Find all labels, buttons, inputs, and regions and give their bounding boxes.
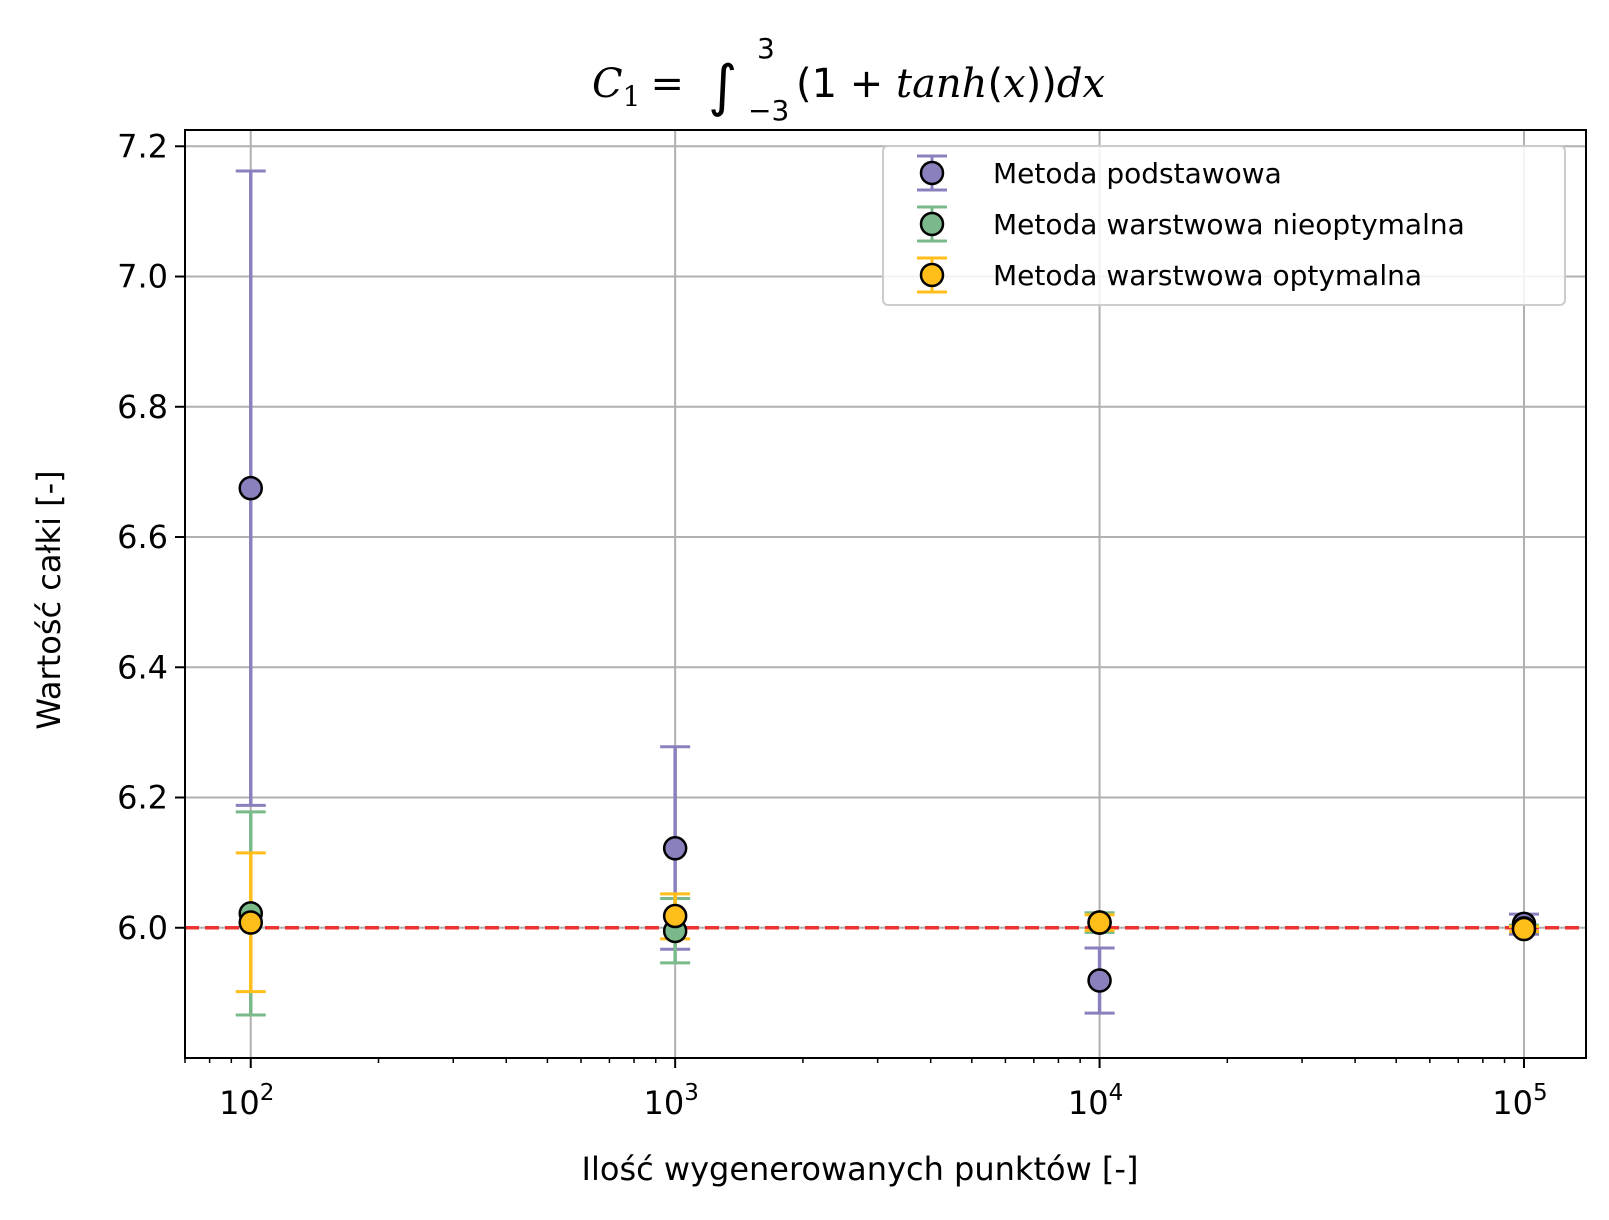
x-axis-label: Ilość wygenerowanych punktów [-] [582,1150,1139,1188]
legend-entry: Metoda warstwowa nieoptymalna [917,205,1465,243]
legend-marker [919,160,945,186]
title-body-func: tanh [896,61,987,107]
title-body-arg: x [1003,61,1026,107]
y-tick-label: 6.6 [117,518,168,556]
title-lhs-var: C [592,61,623,107]
data-point [1087,968,1112,993]
x-tick-label: 102 [219,1080,274,1122]
legend-entries: Metoda podstawowa Metoda warstwowa nieopt… [917,154,1465,294]
x-tick-label: 104 [1068,1080,1123,1122]
x-tick-label: 105 [1492,1080,1547,1122]
legend-marker [919,262,945,288]
title-upper-limit: 3 [757,32,775,65]
title-eq: = [650,61,684,107]
svg-text:(1 + tanh(x))dx: (1 + tanh(x))dx [796,61,1105,107]
legend-frame [882,145,1566,306]
data-point [1511,916,1537,942]
legend: Metoda podstawowa Metoda warstwowa nieopt… [882,145,1566,306]
legend-marker [919,211,945,237]
legend-entry: Metoda warstwowa optymalna [917,256,1422,294]
series-3-markers [238,903,1537,942]
y-tick-label: 7.2 [117,127,168,165]
title-body-d: dx [1057,61,1105,107]
data-point [238,910,263,935]
legend-label: Metoda warstwowa optymalna [993,259,1422,292]
title-body-pre: (1 + [796,61,896,107]
y-axis-label: Wartość całki [-] [30,470,68,729]
y-tick-labels: 6.0 6.2 6.4 6.6 6.8 7.0 7.2 [117,127,168,946]
chart-title: C1 = ∫ 3 −3 (1 + tanh(x))dx [592,32,1105,127]
title-arg-open: ( [987,61,1003,107]
svg-text:C1=: C1 = [592,61,684,113]
y-tick-label: 7.0 [117,258,168,296]
x-tick-labels: 102 103 104 105 [219,1080,1548,1122]
title-integral: ∫ [708,54,737,119]
title-arg-close: )) [1026,61,1057,107]
data-point [662,903,688,929]
y-tick-label: 6.0 [117,909,168,947]
data-point [662,836,688,861]
title-lower-limit: −3 [748,94,789,127]
legend-label: Metoda warstwowa nieoptymalna [993,208,1465,241]
series-layer [235,169,1539,1017]
y-tick-label: 6.4 [117,648,168,686]
x-tick-label: 103 [643,1080,698,1122]
y-tick-label: 6.2 [117,779,168,817]
axis-ticks [175,145,1525,1068]
y-tick-label: 6.8 [117,388,168,426]
data-point [238,475,263,501]
plot-area-frame [184,129,1587,1059]
legend-label: Metoda podstawowa [993,157,1282,190]
data-point [1087,910,1112,935]
legend-entry: Metoda podstawowa [917,154,1282,192]
title-lhs-sub: 1 [623,80,641,113]
